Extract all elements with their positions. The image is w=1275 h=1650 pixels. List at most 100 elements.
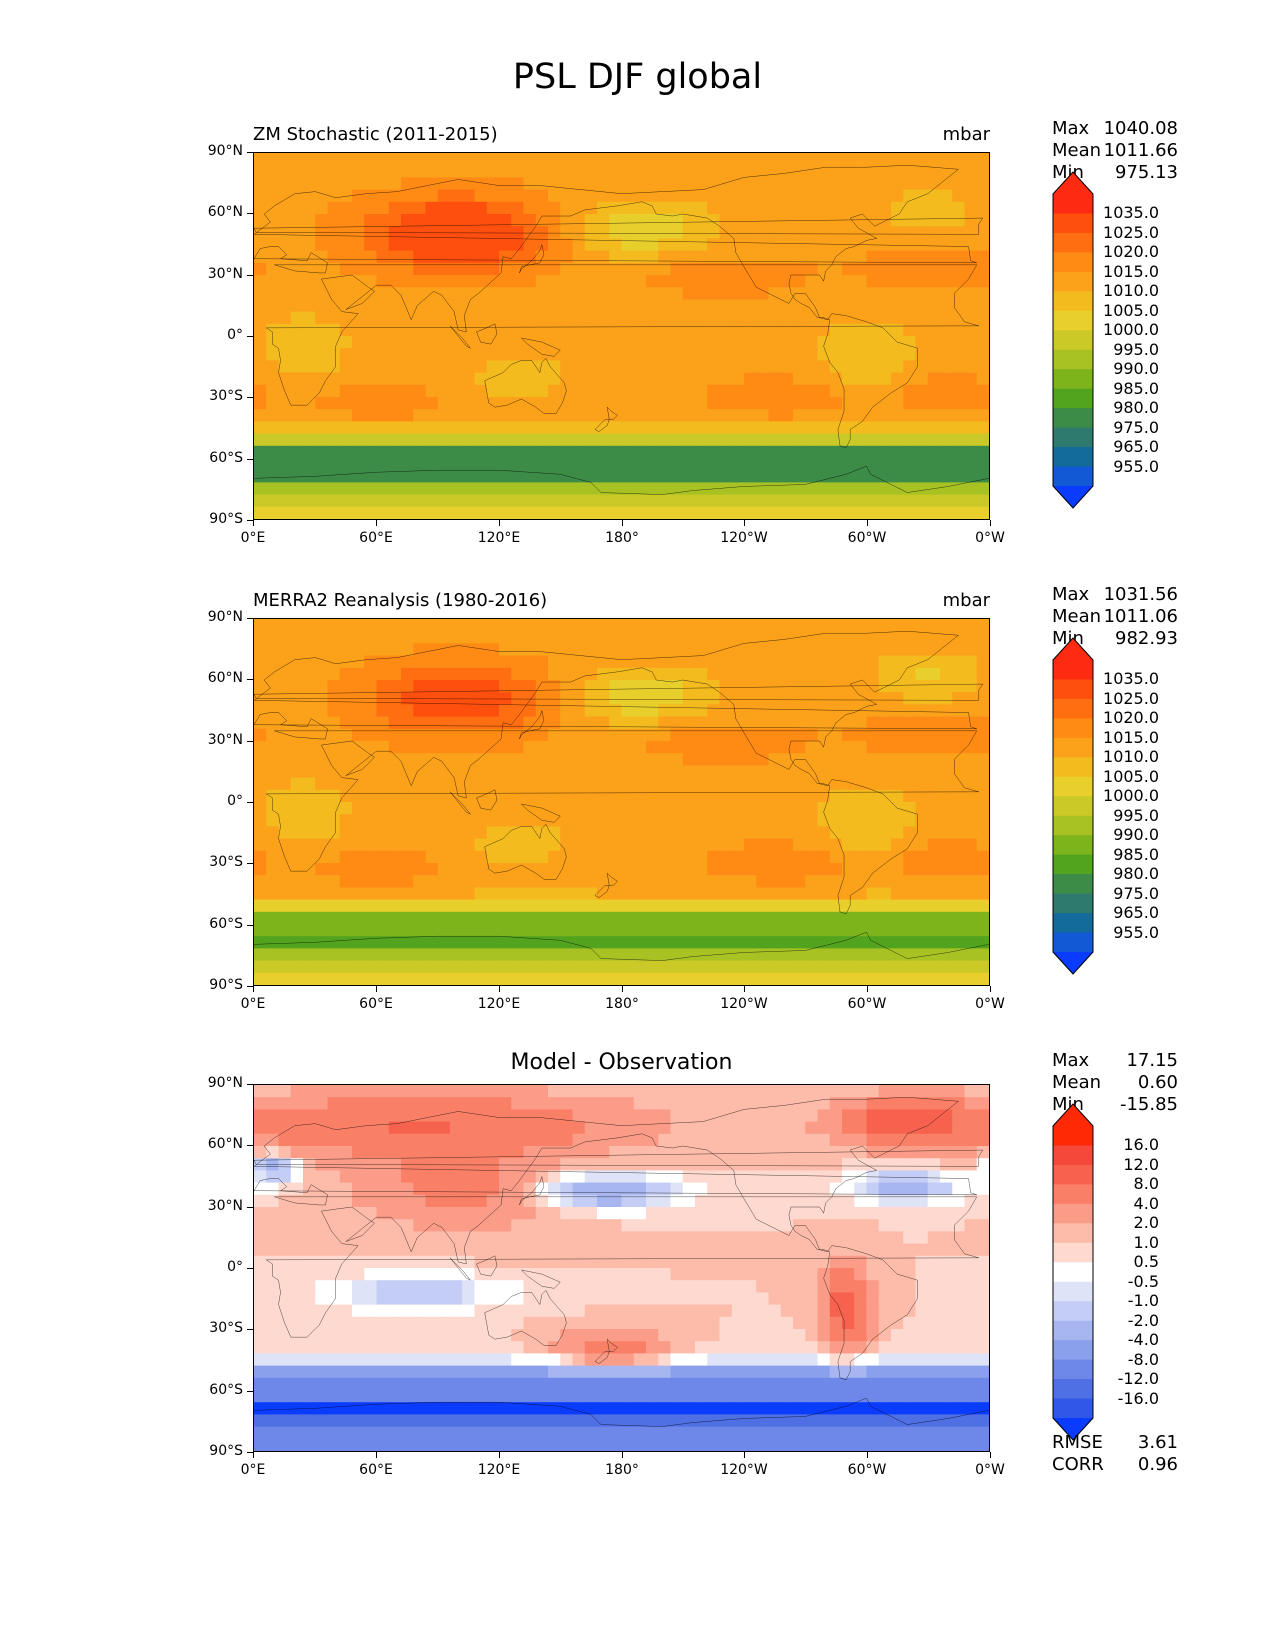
lat-tick xyxy=(247,986,253,987)
colorbar-tick-label: 4.0 xyxy=(1133,1194,1159,1213)
colorbar-tick-label: 16.0 xyxy=(1123,1135,1159,1154)
lat-tick-label: 30°N xyxy=(207,1198,243,1214)
stat-value: 1011.66 xyxy=(1103,140,1178,161)
colorbar-band xyxy=(1053,388,1093,409)
lon-tick-label: 60°W xyxy=(847,530,887,546)
colorbar-tick-label: 985.0 xyxy=(1113,379,1159,398)
coastline xyxy=(519,245,544,273)
colorbar-tick-label: 980.0 xyxy=(1113,864,1159,883)
colorbar-band xyxy=(1053,271,1093,292)
coastline xyxy=(254,165,979,448)
coastline xyxy=(450,326,470,348)
stat-value: 1031.56 xyxy=(1103,584,1178,605)
lon-tick xyxy=(622,520,623,526)
lat-tick xyxy=(247,520,253,521)
lon-tick-label: 120°W xyxy=(720,1462,768,1478)
colorbar-tick-label: 1005.0 xyxy=(1103,301,1159,320)
page-title: PSL DJF global xyxy=(512,57,763,97)
panel-title: MERRA2 Reanalysis (1980-2016) xyxy=(253,590,548,611)
colorbar-tick-label: -2.0 xyxy=(1127,1311,1159,1330)
colorbar-tick-label: 1.0 xyxy=(1133,1233,1159,1252)
stat-value: 1040.08 xyxy=(1103,118,1178,139)
coastline xyxy=(254,1097,979,1380)
colorbar-band xyxy=(1053,1203,1093,1224)
lat-tick xyxy=(247,336,253,337)
colorbar-band xyxy=(1053,1379,1093,1400)
lat-tick xyxy=(247,152,253,153)
lon-tick xyxy=(499,520,500,526)
colorbar-band xyxy=(1053,698,1093,719)
colorbar-band xyxy=(1053,213,1093,234)
lon-tick xyxy=(744,986,745,992)
coastline xyxy=(477,1256,497,1276)
coastline xyxy=(485,358,567,413)
lat-tick-label: 60°S xyxy=(209,1382,243,1398)
lon-tick xyxy=(253,986,254,992)
lat-tick xyxy=(247,741,253,742)
lat-tick xyxy=(247,1329,253,1330)
lon-tick-label: 0°E xyxy=(240,530,266,546)
colorbar-band xyxy=(1053,776,1093,797)
lon-tick xyxy=(867,1452,868,1458)
lat-tick-label: 30°S xyxy=(209,1320,243,1336)
lon-tick xyxy=(376,520,377,526)
colorbar-tick-label: 2.0 xyxy=(1133,1213,1159,1232)
coastline xyxy=(485,824,567,879)
stat-value: 17.15 xyxy=(1126,1050,1178,1071)
lon-tick xyxy=(622,986,623,992)
coastline xyxy=(477,790,497,810)
colorbar-band xyxy=(1053,757,1093,778)
colorbar-band xyxy=(1053,1340,1093,1361)
colorbar-band xyxy=(1053,854,1093,875)
stat-value: 1011.06 xyxy=(1103,606,1178,627)
colorbar-band xyxy=(1053,447,1093,468)
colorbar-band xyxy=(1053,874,1093,895)
lat-tick-label: 30°N xyxy=(207,266,243,282)
colorbar-band xyxy=(1053,330,1093,351)
colorbar-band xyxy=(1053,796,1093,817)
lon-tick-label: 120°W xyxy=(720,996,768,1012)
lon-tick-label: 180° xyxy=(605,996,639,1012)
lon-tick-label: 60°W xyxy=(847,1462,887,1478)
colorbar-tick-label: -4.0 xyxy=(1127,1330,1159,1349)
colorbar-band xyxy=(1053,1301,1093,1322)
units-label: mbar xyxy=(942,590,990,611)
lon-tick xyxy=(744,1452,745,1458)
colorbar-tick-label: 995.0 xyxy=(1113,806,1159,825)
stat-value: 982.93 xyxy=(1115,628,1178,649)
stat-label: Mean xyxy=(1052,606,1102,627)
colorbar-band xyxy=(1053,1242,1093,1263)
colorbar xyxy=(1052,637,1094,975)
colorbar-tick-label: 990.0 xyxy=(1113,825,1159,844)
colorbar-band xyxy=(1053,679,1093,700)
metric-label: CORR xyxy=(1052,1454,1104,1475)
metric-label: RMSE xyxy=(1052,1432,1103,1453)
map-field-svg xyxy=(254,619,989,985)
lon-tick-label: 120°E xyxy=(477,996,521,1012)
lat-tick-label: 90°N xyxy=(207,143,243,159)
colorbar-tick-label: -1.0 xyxy=(1127,1291,1159,1310)
colorbar-band xyxy=(1053,291,1093,312)
colorbar-tick-label: 1010.0 xyxy=(1103,281,1159,300)
lon-tick-label: 60°E xyxy=(359,1462,393,1478)
lon-tick xyxy=(376,1452,377,1458)
lon-tick-label: 180° xyxy=(605,530,639,546)
colorbar-band xyxy=(1053,1281,1093,1302)
coastline xyxy=(519,1177,544,1205)
colorbar-tick-label: 1010.0 xyxy=(1103,747,1159,766)
stat-value: -15.85 xyxy=(1119,1094,1178,1115)
coastline xyxy=(254,1398,989,1426)
colorbar-band xyxy=(1053,232,1093,253)
coastline xyxy=(595,873,617,897)
colorbar-tick-label: -0.5 xyxy=(1127,1272,1159,1291)
lon-tick-label: 180° xyxy=(605,1462,639,1478)
colorbar-band xyxy=(1053,718,1093,739)
coastline xyxy=(450,792,470,814)
colorbar-tick-label: 965.0 xyxy=(1113,903,1159,922)
lat-tick xyxy=(247,397,253,398)
colorbar-band xyxy=(1053,737,1093,758)
coastline xyxy=(450,1258,470,1280)
lat-tick xyxy=(247,925,253,926)
colorbar-tick-label: 1020.0 xyxy=(1103,242,1159,261)
colorbar-band xyxy=(1053,1184,1093,1205)
